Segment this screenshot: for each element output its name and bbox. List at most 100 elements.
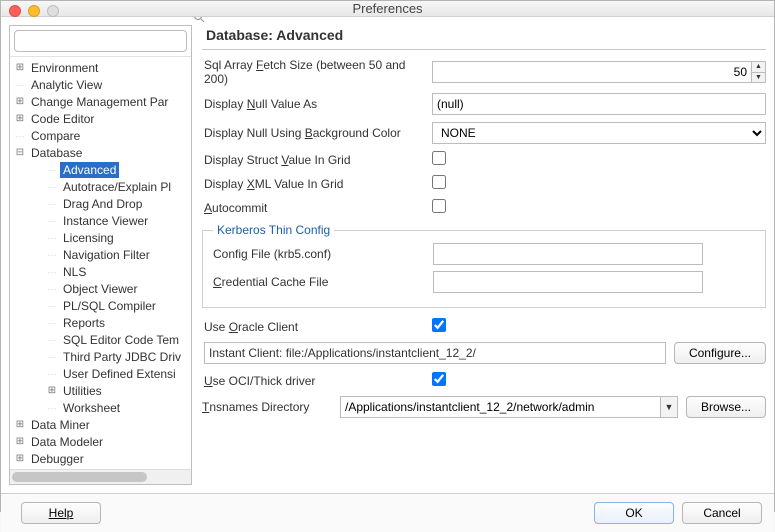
tree-item-label: Environment xyxy=(28,60,101,76)
tns-input[interactable] xyxy=(340,396,660,418)
expand-icon[interactable]: ⊞ xyxy=(14,419,26,431)
struct-label: Display Struct Value In Grid xyxy=(202,153,432,167)
leaf-icon: ··· xyxy=(46,300,58,312)
titlebar: Preferences xyxy=(1,1,774,17)
tree-item-label: Analytic View xyxy=(28,77,105,93)
tree-item[interactable]: ···Licensing xyxy=(10,229,191,246)
tree-item-label: Drag And Drop xyxy=(60,196,145,212)
tree-item-label: NLS xyxy=(60,264,89,280)
leaf-icon: ··· xyxy=(46,215,58,227)
tree-item-label: Autotrace/Explain Pl xyxy=(60,179,174,195)
tree-item[interactable]: ···Advanced xyxy=(10,161,191,178)
tree-item-label: Debugger xyxy=(28,451,87,467)
minimize-icon[interactable] xyxy=(28,5,40,17)
tree-item[interactable]: ···NLS xyxy=(10,263,191,280)
tree-item[interactable]: ···Compare xyxy=(10,127,191,144)
tree-item-label: Compare xyxy=(28,128,83,144)
expand-icon[interactable]: ⊞ xyxy=(14,113,26,125)
tree-item[interactable]: ⊞Utilities xyxy=(10,382,191,399)
leaf-icon: ··· xyxy=(46,334,58,346)
tree-item[interactable]: ⊞Data Modeler xyxy=(10,433,191,450)
tree-item-label: Reports xyxy=(60,315,108,331)
tree-item[interactable]: ···Third Party JDBC Driv xyxy=(10,348,191,365)
tree-item[interactable]: ···Worksheet xyxy=(10,399,191,416)
null-value-input[interactable] xyxy=(432,93,766,115)
tree-item-label: Database xyxy=(28,145,85,161)
null-bg-select[interactable]: NONE xyxy=(432,122,766,144)
tree-item[interactable]: ···User Defined Extensi xyxy=(10,365,191,382)
tree-item-label: Advanced xyxy=(60,162,119,178)
collapse-icon[interactable]: ⊟ xyxy=(14,147,26,159)
close-icon[interactable] xyxy=(9,5,21,17)
tree-item-label: Navigation Filter xyxy=(60,247,153,263)
help-button[interactable]: Help xyxy=(21,502,101,524)
tree-item[interactable]: ⊞Environment xyxy=(10,59,191,76)
window-controls xyxy=(9,5,59,17)
kerb-config-label: Config File (krb5.conf) xyxy=(213,247,433,261)
tree-item[interactable]: ⊞Code Editor xyxy=(10,110,191,127)
xml-label: Display XML Value In Grid xyxy=(202,177,432,191)
tns-dropdown-icon[interactable]: ▼ xyxy=(660,396,678,418)
page-heading: Database: Advanced xyxy=(202,25,766,50)
leaf-icon: ··· xyxy=(46,317,58,329)
tree-item[interactable]: ···Navigation Filter xyxy=(10,246,191,263)
tree-item-label: Utilities xyxy=(60,383,105,399)
leaf-icon: ··· xyxy=(46,232,58,244)
tree-item[interactable]: ···Drag And Drop xyxy=(10,195,191,212)
leaf-icon: ··· xyxy=(46,283,58,295)
use-oracle-label: Use Oracle Client xyxy=(202,320,432,334)
autocommit-label: Autocommit xyxy=(202,201,432,215)
expand-icon[interactable]: ⊞ xyxy=(14,96,26,108)
struct-checkbox[interactable] xyxy=(432,151,446,165)
kerb-cred-input[interactable] xyxy=(433,271,703,293)
expand-icon[interactable]: ⊞ xyxy=(14,62,26,74)
sql-fetch-spinner[interactable]: ▲▼ xyxy=(752,61,766,83)
tree-item-label: Data Modeler xyxy=(28,434,106,450)
kerb-cred-label: Credential Cache File xyxy=(213,275,433,289)
ok-button[interactable]: OK xyxy=(594,502,674,524)
leaf-icon: ··· xyxy=(46,198,58,210)
use-oracle-checkbox[interactable] xyxy=(432,318,446,332)
tree-item[interactable]: ···Object Viewer xyxy=(10,280,191,297)
tree-item-label: Licensing xyxy=(60,230,117,246)
sql-fetch-label: Sql Array Fetch Size (between 50 and 200… xyxy=(202,58,432,86)
kerberos-fieldset: Kerberos Thin Config Config File (krb5.c… xyxy=(202,223,766,308)
leaf-icon: ··· xyxy=(46,181,58,193)
tree-item[interactable]: ···SQL Editor Code Tem xyxy=(10,331,191,348)
leaf-icon: ··· xyxy=(14,79,26,91)
tree-item[interactable]: ···Analytic View xyxy=(10,76,191,93)
tree-item[interactable]: ···Autotrace/Explain Pl xyxy=(10,178,191,195)
tree-item-label: PL/SQL Compiler xyxy=(60,298,159,314)
leaf-icon: ··· xyxy=(46,164,58,176)
leaf-icon: ··· xyxy=(14,130,26,142)
use-oci-checkbox[interactable] xyxy=(432,372,446,386)
tree-item[interactable]: ⊟Database xyxy=(10,144,191,161)
expand-icon[interactable]: ⊞ xyxy=(14,436,26,448)
xml-checkbox[interactable] xyxy=(432,175,446,189)
tree-item-label: SQL Editor Code Tem xyxy=(60,332,182,348)
zoom-icon[interactable] xyxy=(47,5,59,17)
tree-item[interactable]: ⊞Data Miner xyxy=(10,416,191,433)
null-bg-label: Display Null Using Background Color xyxy=(202,126,432,140)
tree-item[interactable]: ⊞Debugger xyxy=(10,450,191,467)
tree-item[interactable]: ⊞Change Management Par xyxy=(10,93,191,110)
cancel-button[interactable]: Cancel xyxy=(682,502,762,524)
autocommit-checkbox[interactable] xyxy=(432,199,446,213)
search-input[interactable] xyxy=(14,30,187,52)
tree-item[interactable]: ···Reports xyxy=(10,314,191,331)
tree-item[interactable]: ···PL/SQL Compiler xyxy=(10,297,191,314)
tree-item-label: Code Editor xyxy=(28,111,97,127)
browse-button[interactable]: Browse... xyxy=(686,396,766,418)
kerb-config-input[interactable] xyxy=(433,243,703,265)
expand-icon[interactable]: ⊞ xyxy=(14,453,26,465)
expand-icon[interactable]: ⊞ xyxy=(46,385,58,397)
window-title: Preferences xyxy=(1,1,774,16)
kerberos-legend: Kerberos Thin Config xyxy=(213,223,334,237)
preferences-window: Preferences ⊞Environment···Analytic View… xyxy=(0,0,775,512)
configure-button[interactable]: Configure... xyxy=(674,342,766,364)
tree-item[interactable]: ···Instance Viewer xyxy=(10,212,191,229)
sql-fetch-input[interactable] xyxy=(432,61,752,83)
tns-label: Tnsnames Directory xyxy=(202,400,332,414)
tree-hscrollbar[interactable] xyxy=(10,469,191,484)
preferences-tree[interactable]: ⊞Environment···Analytic View⊞Change Mana… xyxy=(10,57,191,469)
